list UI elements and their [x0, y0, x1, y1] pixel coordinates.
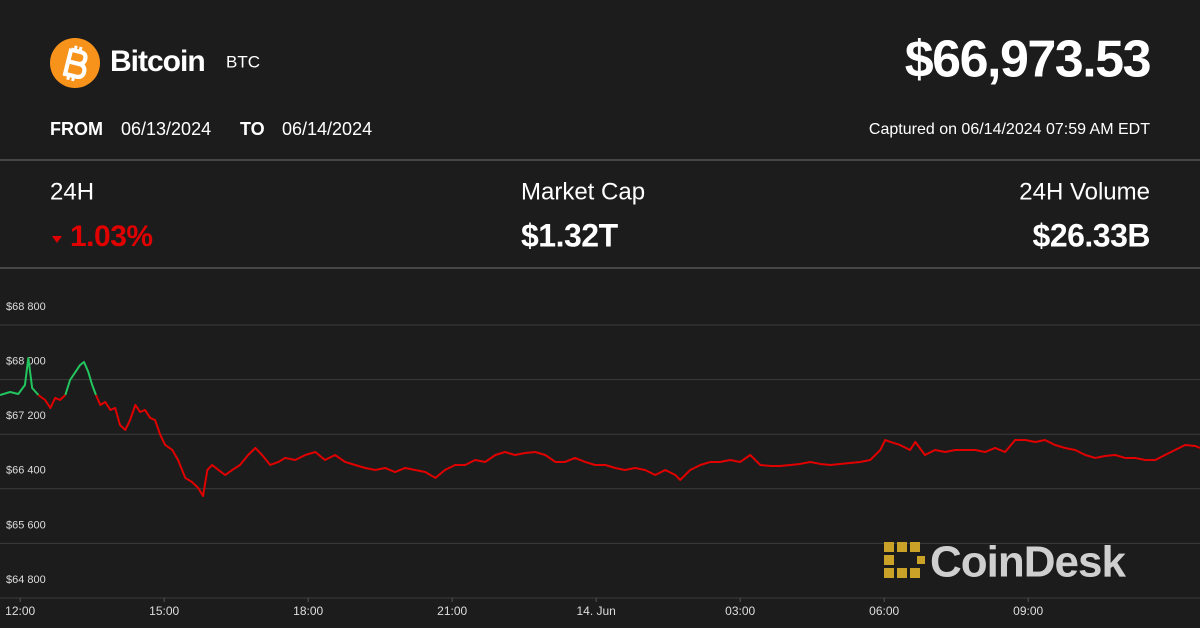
y-tick-label: $66 400	[6, 465, 46, 477]
x-tick-label: 03:00	[725, 604, 755, 618]
to-date: 06/14/2024	[282, 119, 372, 139]
stat-value: $1.32T	[521, 217, 619, 253]
x-tick-label: 18:00	[293, 604, 323, 618]
y-tick-label: $68 000	[6, 355, 46, 367]
stat-label: Market Cap	[521, 178, 645, 205]
coindesk-logo	[884, 542, 925, 578]
from-date: 06/13/2024	[121, 119, 211, 139]
from-label: FROM	[50, 119, 103, 139]
stat-value: $26.33B	[1033, 217, 1150, 253]
stat-label: 24H	[50, 178, 94, 205]
x-tick-label: 12:00	[5, 604, 35, 618]
x-tick-label: 09:00	[1013, 604, 1043, 618]
price-line	[37, 394, 1200, 497]
bitcoin-logo	[50, 38, 100, 88]
captured-time: Captured on 06/14/2024 07:59 AM EDT	[869, 121, 1150, 138]
grid: $64 800 $65 600 $66 400 $67 200 $68 000 $68 8…	[0, 301, 1200, 618]
down-arrow	[52, 236, 62, 243]
to-label: TO	[240, 119, 265, 139]
x-tick-label: 14. Jun	[576, 604, 615, 618]
y-tick-label: $67 200	[6, 410, 46, 422]
stat-value: 1.03%	[70, 220, 153, 253]
x-tick-label: 15:00	[149, 604, 179, 618]
watermark: CoinDesk	[930, 538, 1126, 587]
stat-label: 24H Volume	[1019, 178, 1150, 205]
y-tick-label: $65 600	[6, 519, 46, 531]
price: $66,973.53	[905, 31, 1151, 89]
price-line	[0, 356, 97, 396]
y-tick-label: $68 800	[6, 301, 46, 313]
plot	[0, 356, 1200, 497]
x-tick-label: 06:00	[869, 604, 899, 618]
asset-name: Bitcoin	[110, 45, 205, 78]
x-tick-label: 21:00	[437, 604, 467, 618]
y-tick-label: $64 800	[6, 574, 46, 586]
asset-symbol: BTC	[226, 52, 260, 71]
